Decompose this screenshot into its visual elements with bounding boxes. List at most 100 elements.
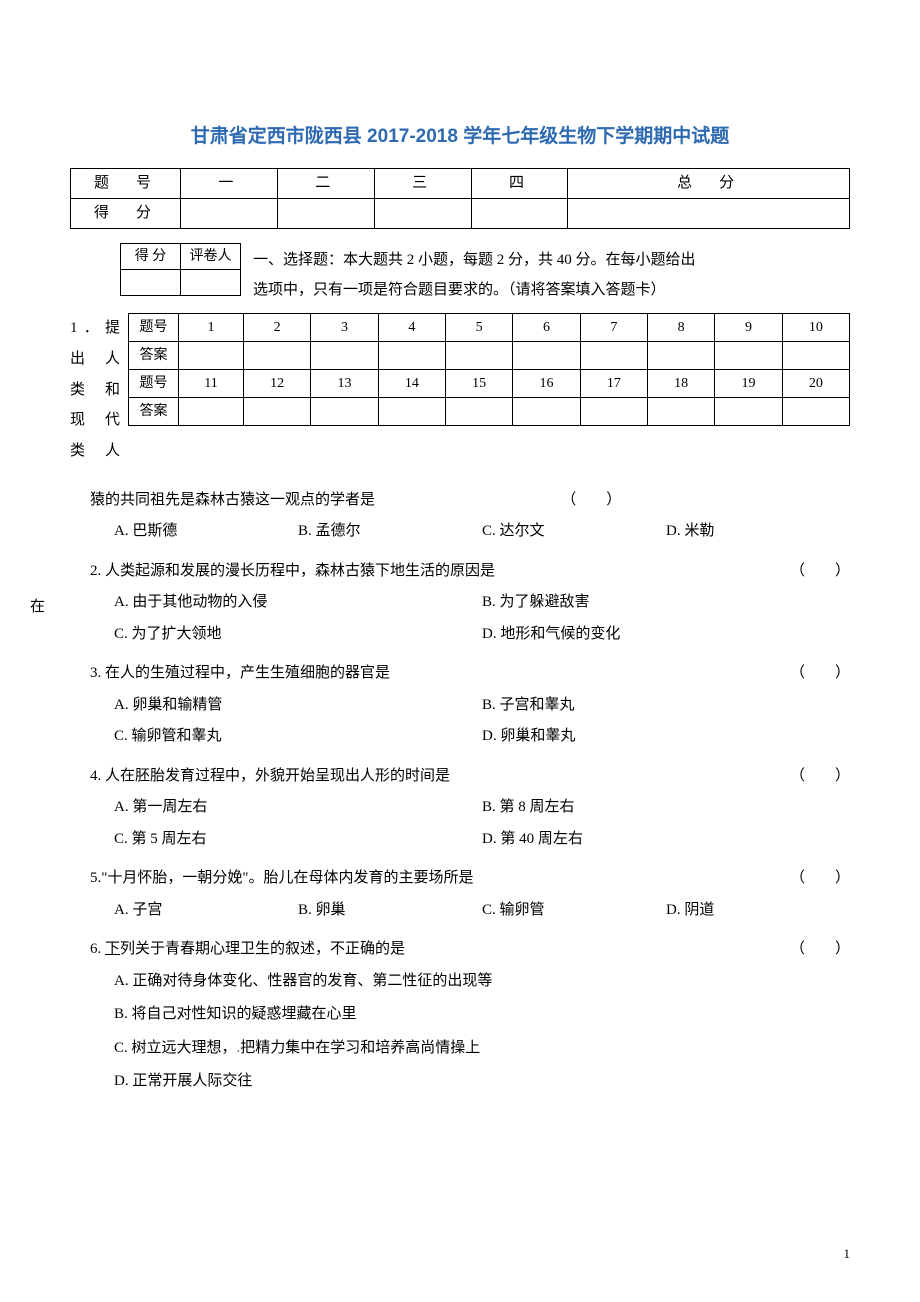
ans-num: 8 [647, 314, 714, 342]
q4-opt-a: A. 第一周左右 [114, 792, 482, 824]
ans-num: 1 [179, 314, 244, 342]
score-hdr: 一 [181, 169, 278, 199]
grader-blank [121, 270, 181, 296]
ans-cell [446, 342, 513, 370]
page-title: 甘肃省定西市陇西县 2017-2018 学年七年级生物下学期期中试题 [70, 120, 850, 154]
ans-num: 14 [378, 370, 445, 398]
ans-num: 15 [446, 370, 513, 398]
score-hdr: 四 [471, 169, 568, 199]
q1-pre-l: 类 和 [70, 375, 120, 406]
ans-num: 17 [580, 370, 647, 398]
ans-cell [782, 342, 849, 370]
ans-cell [782, 398, 849, 426]
ans-num: 18 [647, 370, 714, 398]
paren: （ ） [790, 556, 850, 588]
paren: （ ） [790, 761, 850, 793]
q5-opt-d: D. 阴道 [666, 895, 850, 927]
q1-pre-l: 1．提 [70, 313, 120, 344]
q3-opt-c: C. 输卵管和睾丸 [114, 721, 482, 753]
ans-cell [244, 398, 311, 426]
q6-opt-a: A. 正确对待身体变化、性器官的发育、第二性征的出现等 [114, 966, 850, 998]
ans-cell [513, 398, 580, 426]
paren: （ ） [790, 658, 850, 690]
ans-cell [311, 342, 378, 370]
score-hdr: 二 [277, 169, 374, 199]
ans-cell [580, 342, 647, 370]
section1-line2: 选项中，只有一项是符合题目要求的。（请将答案填入答题卡） [253, 275, 850, 305]
q6-opt-c: C. 树立远大理想，.把精力集中在学习和培养高尚情操上 [114, 1033, 850, 1065]
q1-tail-text: 猿的共同祖先是森林古猿这一观点的学者是 [90, 485, 561, 517]
score-cell [471, 199, 568, 229]
q4-stem: 4. 人在胚胎发育过程中，外貌开始呈现出人形的时间是 [90, 761, 450, 793]
q1-opt-a: A. 巴斯德 [114, 516, 298, 548]
score-cell [568, 199, 850, 229]
grader-box: 得 分 评卷人 [120, 243, 241, 296]
ans-cell [378, 398, 445, 426]
ans-hdr: 题号 [129, 370, 179, 398]
ans-cell [715, 398, 782, 426]
q4: 4. 人在胚胎发育过程中，外貌开始呈现出人形的时间是 （ ） A. 第一周左右B.… [90, 761, 850, 856]
q5-opt-a: A. 子宫 [114, 895, 298, 927]
ans-num: 9 [715, 314, 782, 342]
q2-stem: 2. 人类起源和发展的漫长历程中，森林古猿下地生活的原因是 [90, 556, 495, 588]
q6-opt-d: D. 正常开展人际交往 [114, 1066, 850, 1098]
ans-cell [378, 342, 445, 370]
ans-cell [179, 398, 244, 426]
ans-num: 10 [782, 314, 849, 342]
q3: 3. 在人的生殖过程中，产生生殖细胞的器官是（ ） A. 卵巢和输精管B. 子宫… [90, 658, 850, 753]
ans-num: 5 [446, 314, 513, 342]
paren: （ ） [790, 863, 850, 895]
ans-num: 20 [782, 370, 849, 398]
ans-hdr: 题号 [129, 314, 179, 342]
q1-pre-l: 类 人 [70, 436, 120, 467]
q1-pre-l: 出 人 [70, 344, 120, 375]
q6-c-post: 把精力集中在学习和培养高尚情操上 [240, 1040, 480, 1056]
q1-opt-c: C. 达尔文 [482, 516, 666, 548]
q1-pre-l: 现 代 [70, 405, 120, 436]
score-cell [181, 199, 278, 229]
ans-num: 13 [311, 370, 378, 398]
ans-cell [244, 342, 311, 370]
ans-num: 4 [378, 314, 445, 342]
ans-num: 2 [244, 314, 311, 342]
ans-cell [647, 398, 714, 426]
score-hdr: 总 分 [568, 169, 850, 199]
q5-stem: 5."十月怀胎，一朝分娩"。胎儿在母体内发育的主要场所是 [90, 863, 474, 895]
q6-post: 列关于青春期心理卫生的叙述，不正确的是 [120, 941, 405, 957]
q4-opt-b: B. 第 8 周左右 [482, 792, 850, 824]
q2: 2. 人类起源和发展的漫长历程中，森林古猿下地生活的原因是（ ） A. 由于其他… [90, 556, 850, 651]
section1-line1: 一、选择题：本大题共 2 小题，每题 2 分，共 40 分。在每小题给出 [253, 245, 850, 275]
ans-num: 3 [311, 314, 378, 342]
score-hdr: 三 [374, 169, 471, 199]
ans-cell [647, 342, 714, 370]
q6-u: 下 [105, 941, 120, 957]
q1-tail: 猿的共同祖先是森林古猿这一观点的学者是 （ ） A. 巴斯德 B. 孟德尔 C.… [90, 485, 850, 548]
ans-num: 19 [715, 370, 782, 398]
grader-blank [181, 270, 241, 296]
q6-opt-b: B. 将自己对性知识的疑惑埋藏在心里 [114, 999, 850, 1031]
q3-opt-d: D. 卵巢和睾丸 [482, 721, 850, 753]
ans-num: 11 [179, 370, 244, 398]
q6-c-pre: C. 树立远大理想， [114, 1040, 237, 1056]
q6-pre: 6. [90, 941, 105, 957]
grader-c1: 得 分 [121, 244, 181, 270]
score-cell [277, 199, 374, 229]
ans-label: 答案 [129, 342, 179, 370]
q1-pre: 1．提 出 人 类 和 现 代 类 人 [70, 313, 120, 467]
page-number: 1 [844, 1246, 851, 1262]
ans-num: 12 [244, 370, 311, 398]
q6: 6. 下列关于青春期心理卫生的叙述，不正确的是 （ ） A. 正确对待身体变化、… [90, 934, 850, 1098]
paren: （ ） [790, 934, 850, 966]
ans-cell [513, 342, 580, 370]
ans-cell [715, 342, 782, 370]
ans-num: 6 [513, 314, 580, 342]
q4-opt-c: C. 第 5 周左右 [114, 824, 482, 856]
side-char: 在 [30, 594, 45, 621]
ans-num: 7 [580, 314, 647, 342]
q5: 5."十月怀胎，一朝分娩"。胎儿在母体内发育的主要场所是（ ） A. 子宫 B.… [90, 863, 850, 926]
q5-opt-c: C. 输卵管 [482, 895, 666, 927]
paren: （ ） [561, 485, 850, 517]
score-row2: 得 分 [71, 199, 181, 229]
q2-opt-c: C. 为了扩大领地 [114, 619, 482, 651]
q3-opt-a: A. 卵巢和输精管 [114, 690, 482, 722]
